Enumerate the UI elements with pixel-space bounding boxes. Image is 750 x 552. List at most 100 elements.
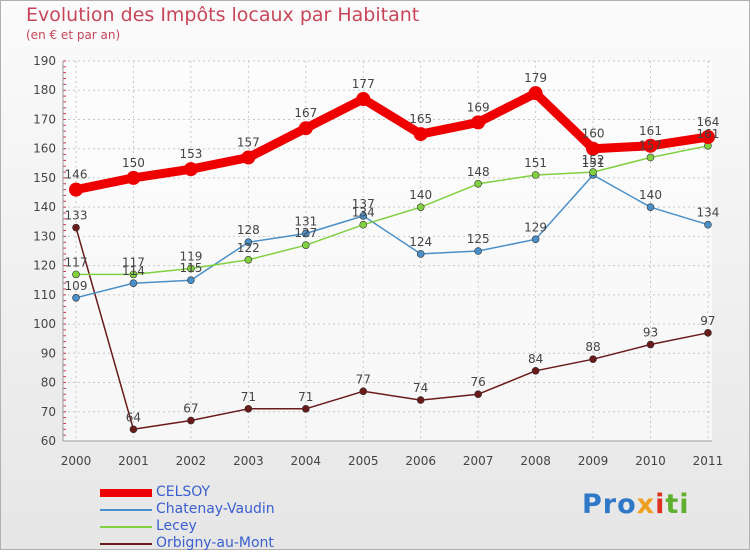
data-point-orbigny-au-mont	[416, 396, 425, 404]
logo-part-4: ti	[665, 489, 690, 520]
data-label-orbigny-au-mont: 97	[700, 314, 715, 328]
data-point-lecey	[646, 153, 655, 162]
x-tick-label: 2009	[578, 454, 609, 468]
data-label-celsoy: 169	[467, 100, 490, 114]
data-point-lecey	[187, 264, 195, 273]
data-point-celsoy	[183, 162, 198, 177]
y-tick-label: 140	[33, 200, 56, 214]
data-point-lecey	[416, 203, 425, 211]
data-label-lecey: 157	[639, 138, 662, 152]
data-label-lecey: 140	[409, 188, 432, 202]
data-point-chatenay-vaudin	[416, 250, 425, 258]
data-point-orbigny-au-mont	[359, 387, 368, 396]
data-point-chatenay-vaudin	[244, 238, 253, 247]
data-label-celsoy: 177	[352, 77, 375, 91]
y-tick-label: 70	[41, 405, 56, 419]
data-label-orbigny-au-mont: 71	[241, 390, 256, 404]
logo-part-1: Pro	[582, 489, 637, 520]
data-label-celsoy: 146	[65, 168, 88, 182]
data-label-lecey: 122	[237, 241, 260, 255]
data-point-lecey	[531, 171, 540, 179]
data-point-chatenay-vaudin	[129, 279, 138, 287]
data-point-celsoy	[471, 115, 486, 130]
data-point-lecey	[359, 220, 368, 229]
data-point-celsoy	[298, 121, 313, 136]
data-point-lecey	[244, 255, 253, 264]
data-label-chatenay-vaudin: 129	[524, 220, 547, 234]
data-point-orbigny-au-mont	[474, 390, 482, 399]
data-label-celsoy: 167	[294, 106, 317, 120]
x-tick-label: 2001	[118, 454, 149, 468]
data-label-chatenay-vaudin: 134	[696, 206, 719, 220]
x-tick-label: 2007	[463, 454, 494, 468]
data-label-orbigny-au-mont: 84	[528, 352, 543, 366]
data-point-celsoy	[126, 170, 141, 185]
series-line-orbigny-au-mont	[75, 227, 709, 431]
x-tick-label: 2010	[635, 454, 666, 468]
logo-part-2: x	[636, 489, 656, 520]
series-line-celsoy	[75, 88, 709, 195]
data-point-lecey	[589, 168, 597, 176]
y-tick-label: 110	[33, 288, 56, 302]
data-point-lecey	[474, 179, 482, 188]
data-label-orbigny-au-mont: 133	[65, 209, 88, 223]
y-tick-label: 170	[33, 112, 56, 126]
y-tick-label: 180	[33, 83, 56, 97]
x-tick-label: 2006	[405, 454, 436, 468]
data-label-lecey: 117	[65, 255, 88, 269]
data-point-chatenay-vaudin	[474, 247, 482, 255]
data-label-chatenay-vaudin: 114	[122, 264, 145, 278]
data-point-chatenay-vaudin	[301, 229, 310, 238]
data-point-orbigny-au-mont	[589, 355, 597, 363]
data-label-orbigny-au-mont: 76	[471, 375, 486, 389]
data-label-celsoy: 157	[237, 135, 260, 149]
y-tick-label: 80	[41, 376, 56, 390]
data-point-orbigny-au-mont	[129, 425, 138, 434]
legend-swatch-celsoy	[100, 489, 152, 497]
data-point-chatenay-vaudin	[531, 235, 540, 244]
data-label-chatenay-vaudin: 140	[639, 188, 662, 202]
series-line-lecey	[76, 145, 709, 276]
data-label-celsoy: 165	[409, 112, 432, 126]
logo-part-3: i	[655, 489, 666, 520]
data-label-lecey: 152	[582, 153, 605, 167]
data-label-orbigny-au-mont: 93	[643, 326, 658, 340]
x-tick-label: 2005	[348, 454, 379, 468]
x-tick-label: 2003	[233, 454, 264, 468]
data-label-chatenay-vaudin: 137	[352, 197, 375, 211]
data-point-orbigny-au-mont	[187, 416, 195, 425]
y-tick-label: 90	[41, 346, 56, 360]
data-label-celsoy: 150	[122, 156, 145, 170]
data-label-celsoy: 164	[696, 115, 719, 129]
y-tick-label: 120	[33, 259, 56, 273]
y-tick-label: 130	[33, 229, 56, 243]
data-label-chatenay-vaudin: 151	[582, 156, 605, 170]
legend-label-celsoy: CELSOY	[156, 484, 211, 500]
data-point-celsoy	[69, 182, 83, 197]
data-label-chatenay-vaudin: 124	[409, 235, 432, 249]
data-point-chatenay-vaudin	[72, 293, 80, 302]
chart-subtitle: (en € et par an)	[26, 28, 121, 42]
data-label-lecey: 148	[467, 165, 490, 179]
data-point-lecey	[301, 241, 310, 249]
data-point-celsoy	[528, 86, 543, 101]
data-label-orbigny-au-mont: 64	[126, 410, 141, 424]
data-point-orbigny-au-mont	[244, 405, 253, 413]
data-point-orbigny-au-mont	[646, 340, 655, 349]
data-point-lecey	[72, 270, 80, 279]
x-tick-label: 2000	[61, 454, 92, 468]
x-tick-label: 2002	[176, 454, 207, 468]
data-label-lecey: 134	[352, 206, 375, 220]
legend-swatch-orbigny	[100, 543, 152, 545]
data-point-chatenay-vaudin	[646, 203, 655, 211]
data-point-orbigny-au-mont	[704, 329, 712, 337]
legend-swatch-chatenay	[100, 509, 152, 511]
data-point-celsoy	[241, 150, 256, 165]
data-point-celsoy	[413, 127, 428, 142]
data-label-orbigny-au-mont: 77	[356, 372, 371, 386]
legend-label-orbigny: Orbigny-au-Mont	[156, 535, 274, 551]
data-label-lecey: 117	[122, 255, 145, 269]
data-label-orbigny-au-mont: 74	[413, 381, 428, 395]
data-label-lecey: 161	[696, 127, 719, 141]
